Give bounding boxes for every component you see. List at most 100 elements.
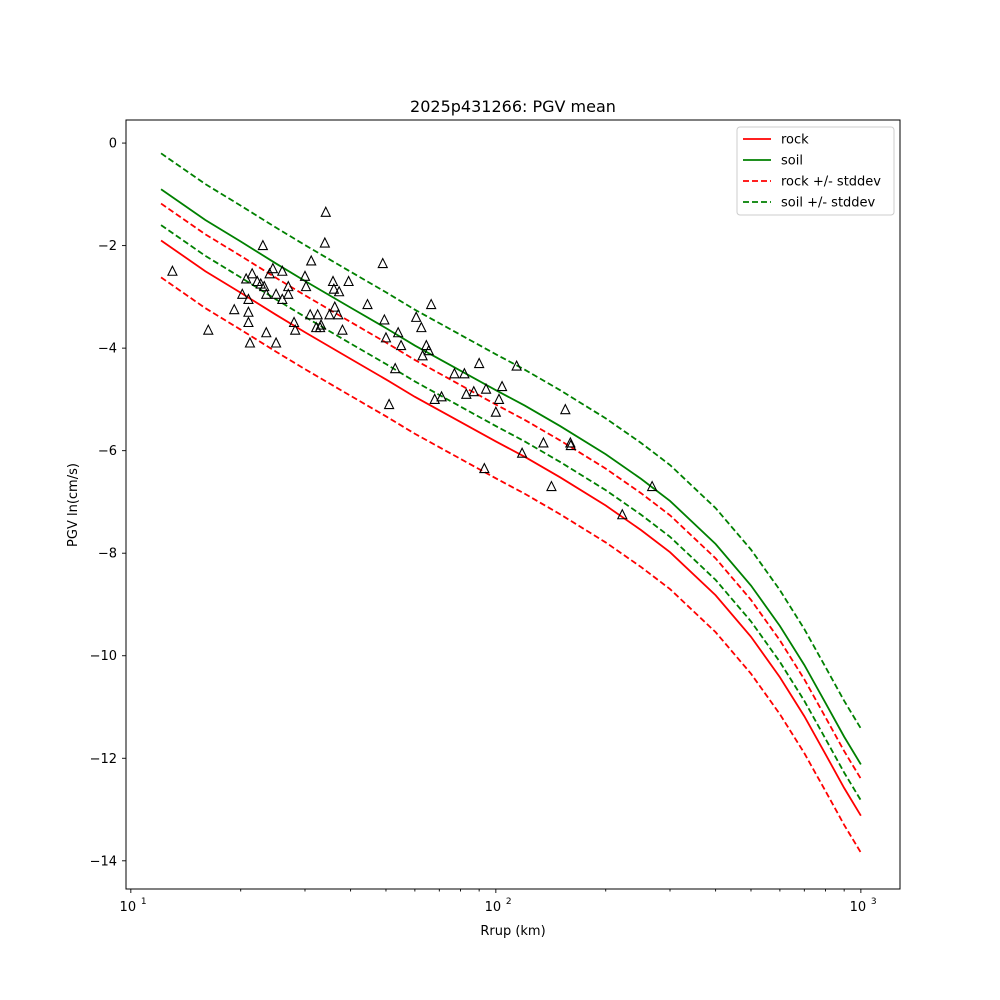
observation-point xyxy=(315,318,327,330)
legend-label: rock xyxy=(781,133,809,148)
observation-point xyxy=(389,362,401,374)
y-tick-label: −10 xyxy=(90,649,117,664)
y-tick-label: 0 xyxy=(109,137,117,152)
x-tick-label: 10 xyxy=(850,900,867,915)
observation-point xyxy=(559,403,571,415)
observation-point xyxy=(282,288,294,299)
observation-point xyxy=(343,275,354,287)
observation-point xyxy=(337,323,348,335)
series-line-1 xyxy=(160,188,862,765)
observation-point xyxy=(257,239,269,251)
observation-point xyxy=(300,280,312,292)
x-tick-exponent: 3 xyxy=(871,897,877,907)
plot-area xyxy=(160,152,862,854)
observation-point xyxy=(478,462,490,474)
observation-point xyxy=(496,380,508,392)
observation-point xyxy=(383,398,395,410)
observation-point xyxy=(332,308,344,320)
y-tick-label: −4 xyxy=(98,342,117,357)
observation-point xyxy=(516,447,528,458)
y-tick-label: −2 xyxy=(98,239,117,254)
observation-point xyxy=(328,282,340,294)
x-tick-label: 10 xyxy=(485,900,502,915)
observation-point xyxy=(425,298,437,310)
observation-point xyxy=(565,439,577,451)
observation-point xyxy=(415,321,427,333)
observation-point xyxy=(377,257,389,269)
observation-point xyxy=(236,288,248,299)
observation-point xyxy=(459,367,470,379)
observation-point xyxy=(305,254,317,266)
y-tick-label: −6 xyxy=(98,444,117,459)
observation-point xyxy=(320,206,332,217)
axes-frame xyxy=(125,119,901,890)
observation-point xyxy=(264,267,275,279)
x-tick-label: 10 xyxy=(120,900,137,915)
observation-point xyxy=(410,311,422,322)
observation-point xyxy=(243,316,254,328)
observation-point xyxy=(362,298,373,310)
observation-point xyxy=(423,344,435,356)
observation-point xyxy=(546,480,557,492)
observation-point xyxy=(267,262,279,274)
x-tick-exponent: 2 xyxy=(506,897,512,907)
observation-point xyxy=(616,508,628,520)
x-tick-exponent: 1 xyxy=(141,897,147,907)
series-line-5 xyxy=(160,224,862,801)
observation-point xyxy=(228,303,240,315)
y-tick-label: −14 xyxy=(90,854,117,869)
observation-point xyxy=(319,236,331,248)
observation-point xyxy=(299,270,311,281)
observation-point xyxy=(276,265,288,276)
chart-title: 2025p431266: PGV mean xyxy=(410,97,616,116)
observation-point xyxy=(564,436,576,448)
observation-point xyxy=(246,267,258,279)
observation-point xyxy=(436,390,447,402)
y-axis-ticks: 0 −2 −4 −6 −8 −10 −12 −14 xyxy=(90,137,126,869)
observation-point xyxy=(380,331,392,343)
observation-point xyxy=(417,349,428,361)
observation-point xyxy=(244,336,256,348)
series-line-3 xyxy=(160,276,862,854)
y-tick-label: −12 xyxy=(90,752,117,767)
observation-point xyxy=(289,323,301,335)
observation-point xyxy=(304,308,316,320)
observation-point xyxy=(395,339,407,351)
observation-point xyxy=(429,393,441,404)
observation-point xyxy=(240,272,252,284)
observation-point xyxy=(270,336,282,348)
observation-point xyxy=(243,306,254,317)
observation-point xyxy=(270,288,282,299)
observation-point xyxy=(276,293,288,304)
observation-point xyxy=(260,326,272,338)
y-tick-label: −8 xyxy=(98,547,117,562)
observation-point xyxy=(460,388,472,399)
observation-point xyxy=(480,382,492,394)
observation-point xyxy=(449,367,460,379)
x-axis-ticks: 10 1 10 2 10 3 xyxy=(120,889,877,915)
observation-point xyxy=(468,385,480,397)
observation-point xyxy=(167,265,178,276)
observation-point xyxy=(493,393,505,404)
observation-markers xyxy=(167,206,658,520)
observation-point xyxy=(473,357,485,369)
series-line-4 xyxy=(160,152,862,730)
legend-label: soil +/- stddev xyxy=(781,196,876,211)
observation-point xyxy=(490,405,502,417)
x-axis-label: Rrup (km) xyxy=(480,924,545,939)
observation-point xyxy=(282,280,294,292)
legend: rock soil rock +/- stddev soil +/- stddev xyxy=(736,126,895,216)
observation-point xyxy=(202,323,214,335)
observation-point xyxy=(538,436,549,448)
observation-point xyxy=(511,359,523,371)
observation-point xyxy=(333,285,345,297)
observation-point xyxy=(258,280,270,292)
observation-point xyxy=(646,480,658,492)
observation-point xyxy=(260,288,272,299)
legend-box xyxy=(736,126,895,216)
observation-point xyxy=(312,308,324,320)
observation-point xyxy=(329,300,341,312)
legend-label: rock +/- stddev xyxy=(781,175,881,190)
y-axis-label: PGV ln(cm/s) xyxy=(66,463,81,547)
